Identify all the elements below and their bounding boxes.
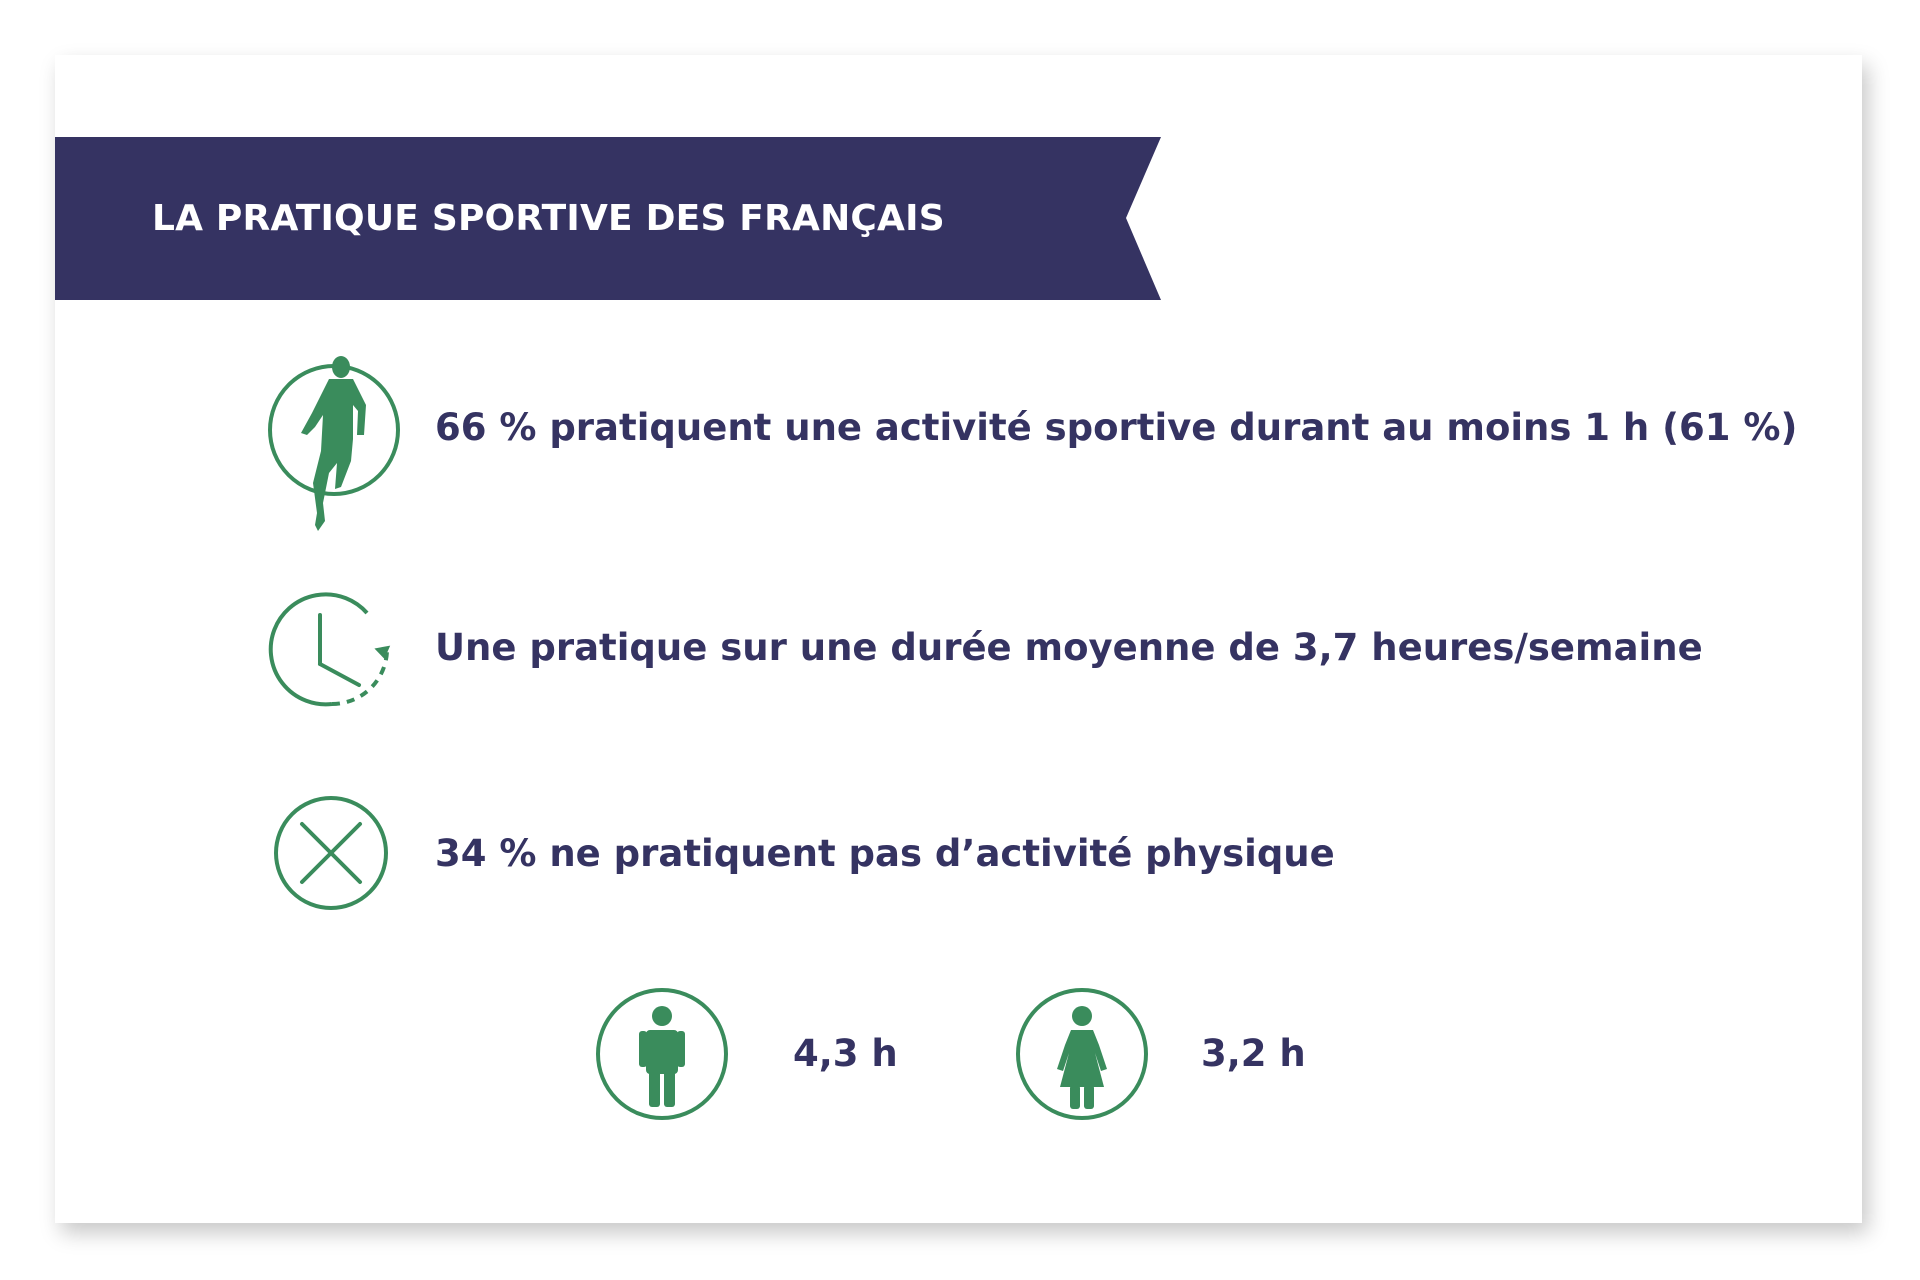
female-hours: 3,2 h — [1201, 1032, 1306, 1075]
male-hours: 4,3 h — [793, 1032, 898, 1075]
title-banner: LA PRATIQUE SPORTIVE DES FRANÇAIS — [55, 137, 1161, 300]
stat-average-duration: Une pratique sur une durée moyenne de 3,… — [435, 626, 1703, 669]
clock-icon — [267, 585, 397, 715]
woman-icon — [1013, 985, 1151, 1123]
cross-icon — [270, 792, 392, 914]
man-icon — [593, 985, 731, 1123]
runner-icon — [265, 353, 405, 533]
infographic-card: LA PRATIQUE SPORTIVE DES FRANÇAIS 66 % p… — [55, 55, 1862, 1223]
stat-no-activity: 34 % ne pratiquent pas d’activité physiq… — [435, 832, 1335, 875]
page-title: LA PRATIQUE SPORTIVE DES FRANÇAIS — [152, 198, 945, 239]
stat-sport-practice: 66 % pratiquent une activité sportive du… — [435, 406, 1798, 449]
